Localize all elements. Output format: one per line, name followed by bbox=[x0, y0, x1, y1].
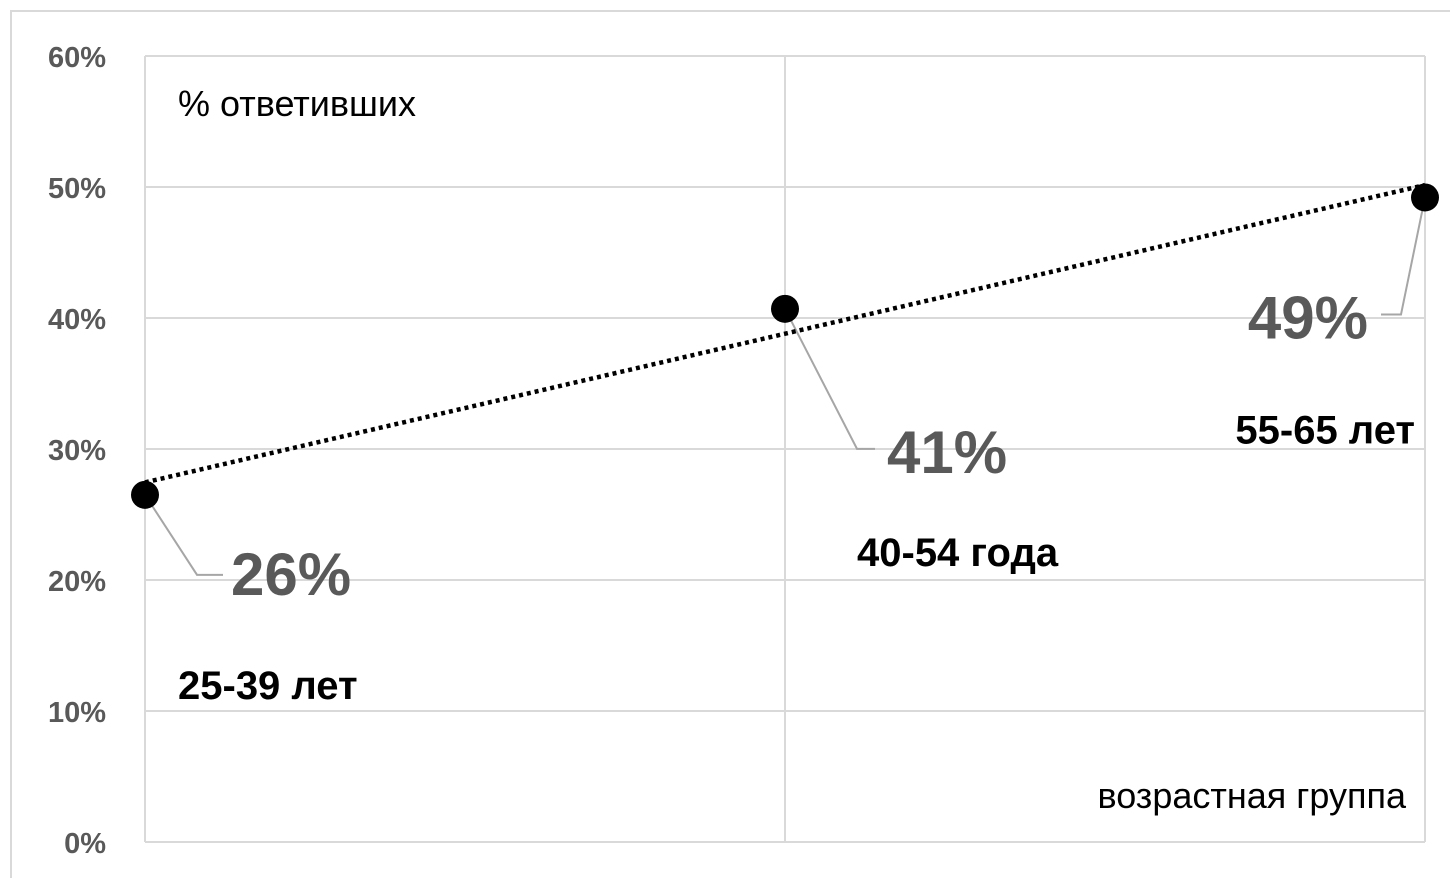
trendline-path bbox=[144, 182, 1426, 485]
y-tick-label: 50% bbox=[48, 173, 106, 205]
gridlines bbox=[144, 55, 1426, 843]
data-label-value: 49% bbox=[1248, 284, 1368, 351]
data-labels: 26% 25-39 лет 41% 40-54 года 49% 55-65 лет bbox=[178, 284, 1415, 707]
trendline bbox=[144, 182, 1426, 485]
x-axis-title: возрастная группа bbox=[1097, 775, 1407, 816]
data-point bbox=[131, 480, 159, 509]
y-tick-label: 10% bbox=[48, 697, 106, 729]
leader-line bbox=[784, 308, 875, 450]
leader-line bbox=[144, 494, 223, 576]
chart-frame bbox=[10, 10, 1450, 878]
leader-lines bbox=[144, 197, 1426, 576]
leader-line bbox=[1381, 197, 1426, 316]
data-label-value: 26% bbox=[231, 541, 351, 608]
y-axis-ticks: 0% 10% 20% 30% 40% 50% 60% bbox=[48, 42, 106, 860]
data-point bbox=[1411, 183, 1439, 212]
data-points bbox=[131, 183, 1439, 509]
y-tick-label: 40% bbox=[48, 304, 106, 336]
y-tick-label: 20% bbox=[48, 566, 106, 598]
category-label: 40-54 года bbox=[857, 531, 1059, 575]
y-tick-label: 30% bbox=[48, 435, 106, 467]
y-tick-label: 0% bbox=[64, 828, 106, 860]
category-label: 55-65 лет bbox=[1235, 408, 1415, 452]
y-axis-title: % ответивших bbox=[178, 83, 416, 124]
data-label-value: 41% bbox=[887, 419, 1007, 486]
y-tick-label: 60% bbox=[48, 42, 106, 74]
data-point bbox=[771, 294, 799, 323]
category-label: 25-39 лет bbox=[178, 664, 358, 708]
